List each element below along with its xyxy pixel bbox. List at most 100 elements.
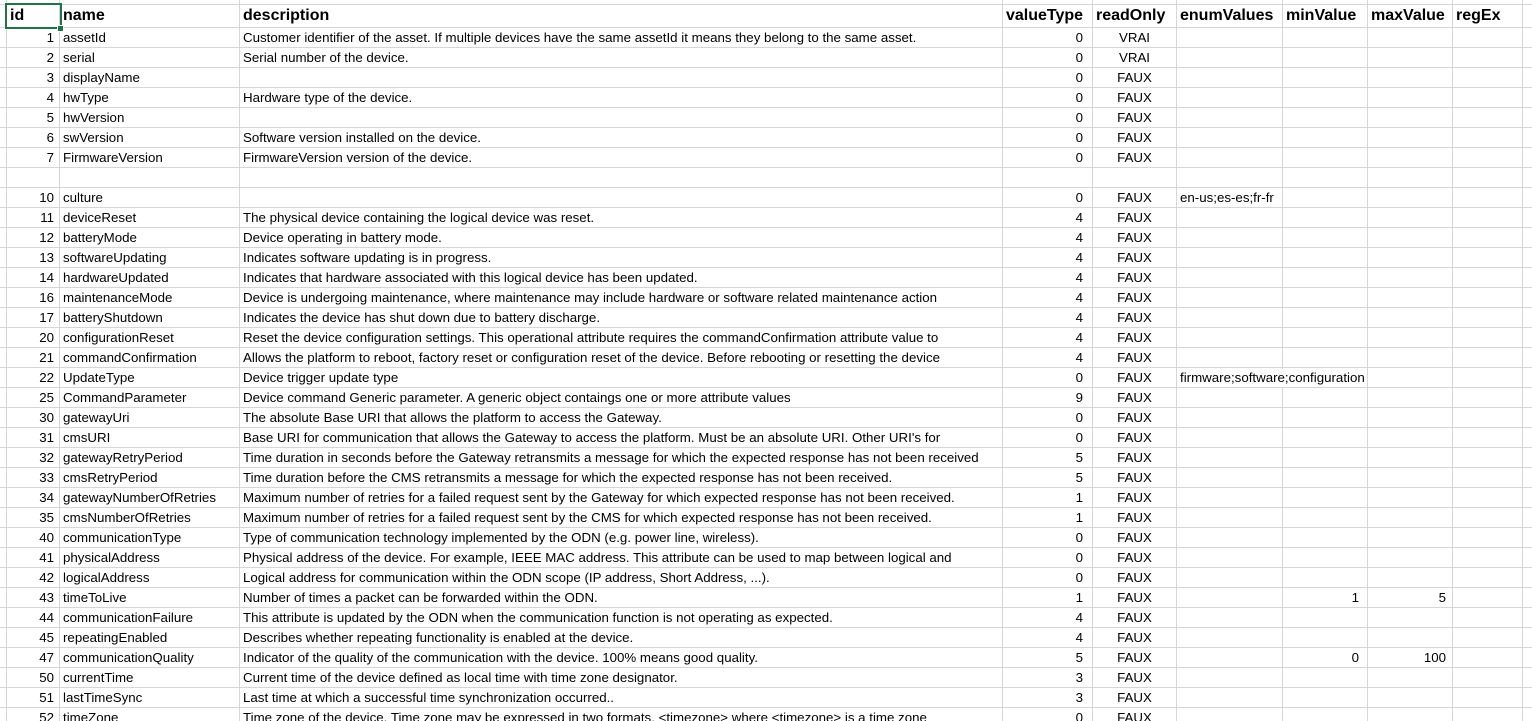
- cell-maxValue[interactable]: [1368, 228, 1453, 248]
- cell-description[interactable]: Device trigger update type: [240, 368, 1003, 388]
- cell-id[interactable]: 13: [7, 248, 60, 268]
- cell-minValue[interactable]: [1283, 28, 1368, 48]
- cell-regEx[interactable]: [1453, 528, 1523, 548]
- cell-valueType[interactable]: 3: [1003, 668, 1093, 688]
- cell-id[interactable]: 34: [7, 488, 60, 508]
- cell-maxValue[interactable]: [1368, 28, 1453, 48]
- cell-regEx[interactable]: [1453, 188, 1523, 208]
- cell-valueType[interactable]: 0: [1003, 128, 1093, 148]
- cell-id[interactable]: 42: [7, 568, 60, 588]
- cell-valueType[interactable]: 0: [1003, 548, 1093, 568]
- cell-regEx[interactable]: [1453, 108, 1523, 128]
- cell-minValue[interactable]: [1283, 128, 1368, 148]
- cell-regEx[interactable]: [1453, 428, 1523, 448]
- cell-enumValues[interactable]: [1177, 208, 1283, 228]
- cell-regEx[interactable]: [1453, 168, 1523, 188]
- cell-readOnly[interactable]: FAUX: [1093, 488, 1177, 508]
- cell-name[interactable]: cmsURI: [60, 428, 240, 448]
- cell-enumValues[interactable]: [1177, 288, 1283, 308]
- cell-regEx[interactable]: [1453, 368, 1523, 388]
- cell-readOnly[interactable]: FAUX: [1093, 348, 1177, 368]
- cell-minValue[interactable]: 1: [1283, 588, 1368, 608]
- cell-enumValues[interactable]: [1177, 168, 1283, 188]
- cell-description[interactable]: Serial number of the device.: [240, 48, 1003, 68]
- cell-valueType[interactable]: 4: [1003, 348, 1093, 368]
- cell-description[interactable]: Describes whether repeating functionalit…: [240, 628, 1003, 648]
- cell-readOnly[interactable]: FAUX: [1093, 688, 1177, 708]
- cell-id[interactable]: 52: [7, 708, 60, 721]
- cell-description[interactable]: The absolute Base URI that allows the pl…: [240, 408, 1003, 428]
- cell-enumValues[interactable]: [1177, 128, 1283, 148]
- cell-maxValue[interactable]: 5: [1368, 588, 1453, 608]
- cell-enumValues[interactable]: [1177, 488, 1283, 508]
- cell-regEx[interactable]: [1453, 608, 1523, 628]
- cell-minValue[interactable]: [1283, 88, 1368, 108]
- cell-valueType[interactable]: 4: [1003, 608, 1093, 628]
- cell-maxValue[interactable]: [1368, 388, 1453, 408]
- cell-regEx[interactable]: [1453, 548, 1523, 568]
- cell-name[interactable]: UpdateType: [60, 368, 240, 388]
- cell-readOnly[interactable]: FAUX: [1093, 208, 1177, 228]
- cell-enumValues[interactable]: [1177, 308, 1283, 328]
- column-header-minValue[interactable]: minValue: [1283, 5, 1368, 28]
- cell-enumValues[interactable]: [1177, 608, 1283, 628]
- cell-id[interactable]: 14: [7, 268, 60, 288]
- cell-enumValues[interactable]: [1177, 708, 1283, 721]
- cell-regEx[interactable]: [1453, 408, 1523, 428]
- cell-valueType[interactable]: 5: [1003, 468, 1093, 488]
- cell-enumValues[interactable]: [1177, 408, 1283, 428]
- cell-regEx[interactable]: [1453, 508, 1523, 528]
- cell-readOnly[interactable]: FAUX: [1093, 128, 1177, 148]
- cell-regEx[interactable]: [1453, 248, 1523, 268]
- cell-id[interactable]: 6: [7, 128, 60, 148]
- cell-minValue[interactable]: [1283, 208, 1368, 228]
- cell-description[interactable]: Software version installed on the device…: [240, 128, 1003, 148]
- cell-name[interactable]: FirmwareVersion: [60, 148, 240, 168]
- cell-minValue[interactable]: [1283, 568, 1368, 588]
- cell-maxValue[interactable]: [1368, 328, 1453, 348]
- cell-valueType[interactable]: 0: [1003, 48, 1093, 68]
- cell-minValue[interactable]: [1283, 48, 1368, 68]
- cell-regEx[interactable]: [1453, 388, 1523, 408]
- cell-id[interactable]: 7: [7, 148, 60, 168]
- cell-description[interactable]: Allows the platform to reboot, factory r…: [240, 348, 1003, 368]
- cell-regEx[interactable]: [1453, 628, 1523, 648]
- cell-description[interactable]: Device is undergoing maintenance, where …: [240, 288, 1003, 308]
- cell-maxValue[interactable]: [1368, 408, 1453, 428]
- cell-enumValues[interactable]: [1177, 228, 1283, 248]
- cell-valueType[interactable]: 4: [1003, 228, 1093, 248]
- cell-enumValues[interactable]: [1177, 588, 1283, 608]
- cell-name[interactable]: communicationType: [60, 528, 240, 548]
- cell-valueType[interactable]: 4: [1003, 288, 1093, 308]
- cell-id[interactable]: 47: [7, 648, 60, 668]
- cell-readOnly[interactable]: FAUX: [1093, 228, 1177, 248]
- cell-name[interactable]: communicationQuality: [60, 648, 240, 668]
- cell-id[interactable]: 41: [7, 548, 60, 568]
- cell-minValue[interactable]: [1283, 368, 1368, 388]
- cell-minValue[interactable]: [1283, 468, 1368, 488]
- column-header-enumValues[interactable]: enumValues: [1177, 5, 1283, 28]
- cell-regEx[interactable]: [1453, 128, 1523, 148]
- cell-description[interactable]: Maximum number of retries for a failed r…: [240, 508, 1003, 528]
- cell-readOnly[interactable]: FAUX: [1093, 368, 1177, 388]
- cell-id[interactable]: 21: [7, 348, 60, 368]
- cell-maxValue[interactable]: [1368, 608, 1453, 628]
- cell-name[interactable]: timeZone: [60, 708, 240, 721]
- cell-enumValues[interactable]: [1177, 328, 1283, 348]
- cell-minValue[interactable]: [1283, 528, 1368, 548]
- cell-description[interactable]: Indicates that hardware associated with …: [240, 268, 1003, 288]
- fill-handle[interactable]: [57, 25, 64, 32]
- cell-minValue[interactable]: [1283, 228, 1368, 248]
- cell-id[interactable]: 20: [7, 328, 60, 348]
- cell-id[interactable]: 33: [7, 468, 60, 488]
- cell-maxValue[interactable]: [1368, 48, 1453, 68]
- cell-minValue[interactable]: [1283, 168, 1368, 188]
- cell-valueType[interactable]: 0: [1003, 148, 1093, 168]
- cell-description[interactable]: Indicator of the quality of the communic…: [240, 648, 1003, 668]
- cell-description[interactable]: Last time at which a successful time syn…: [240, 688, 1003, 708]
- cell-maxValue[interactable]: [1368, 488, 1453, 508]
- cell-valueType[interactable]: 1: [1003, 508, 1093, 528]
- cell-maxValue[interactable]: [1368, 468, 1453, 488]
- cell-description[interactable]: Physical address of the device. For exam…: [240, 548, 1003, 568]
- cell-maxValue[interactable]: [1368, 88, 1453, 108]
